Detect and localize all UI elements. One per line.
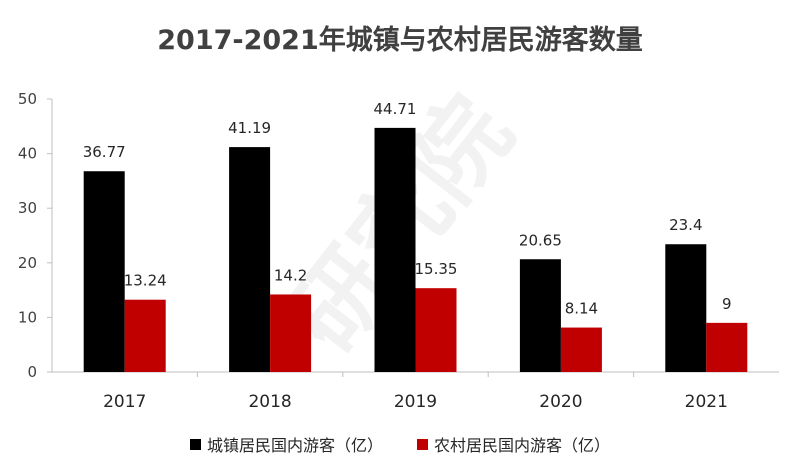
y-tick-label: 10	[18, 308, 37, 326]
legend: 城镇居民国内游客（亿） 农村居民国内游客（亿）	[0, 432, 800, 456]
data-label-urban-2018: 41.19	[228, 119, 271, 137]
bar-urban-2017	[83, 171, 125, 372]
x-tick-label: 2017	[103, 392, 146, 412]
bar-rural-2018	[270, 294, 312, 372]
x-tick-label: 2018	[248, 392, 291, 412]
chart-title: 2017-2021年城镇与农村居民游客数量	[157, 25, 643, 56]
legend-swatch-urban	[189, 438, 201, 450]
data-label-rural-2017: 13.24	[124, 272, 167, 290]
data-label-urban-2019: 44.71	[374, 100, 417, 118]
data-label-rural-2019: 15.35	[415, 260, 458, 278]
data-label-urban-2017: 36.77	[83, 143, 126, 161]
x-tick-label: 2020	[539, 392, 582, 412]
data-label-rural-2021: 9	[722, 295, 732, 313]
bar-urban-2019	[374, 127, 416, 373]
bar-rural-2020	[560, 327, 602, 372]
legend-label-rural: 农村居民国内游客（亿）	[434, 436, 611, 455]
bar-rural-2017	[124, 299, 166, 372]
data-label-urban-2020: 20.65	[519, 231, 562, 249]
data-label-urban-2021: 23.4	[669, 216, 702, 234]
legend-swatch-rural	[417, 438, 428, 450]
x-tick-label: 2019	[394, 392, 437, 412]
y-tick-label: 20	[18, 254, 37, 272]
legend-item-urban: 城镇居民国内游客（亿）	[189, 432, 383, 456]
y-tick-label: 30	[18, 199, 37, 217]
data-label-rural-2018: 14.2	[274, 266, 307, 284]
bar-urban-2018	[229, 147, 271, 372]
bar-rural-2021	[706, 322, 748, 372]
bar-urban-2020	[519, 259, 561, 372]
data-label-rural-2020: 8.14	[565, 300, 598, 318]
x-tick-label: 2021	[685, 392, 728, 412]
bar-rural-2019	[415, 288, 457, 372]
y-tick-label: 40	[18, 145, 37, 163]
legend-item-rural: 农村居民国内游客（亿）	[417, 432, 610, 456]
y-tick-label: 0	[27, 363, 37, 381]
y-tick-label: 50	[18, 90, 37, 108]
legend-label-urban: 城镇居民国内游客（亿）	[206, 436, 383, 455]
bar-urban-2021	[665, 244, 707, 372]
